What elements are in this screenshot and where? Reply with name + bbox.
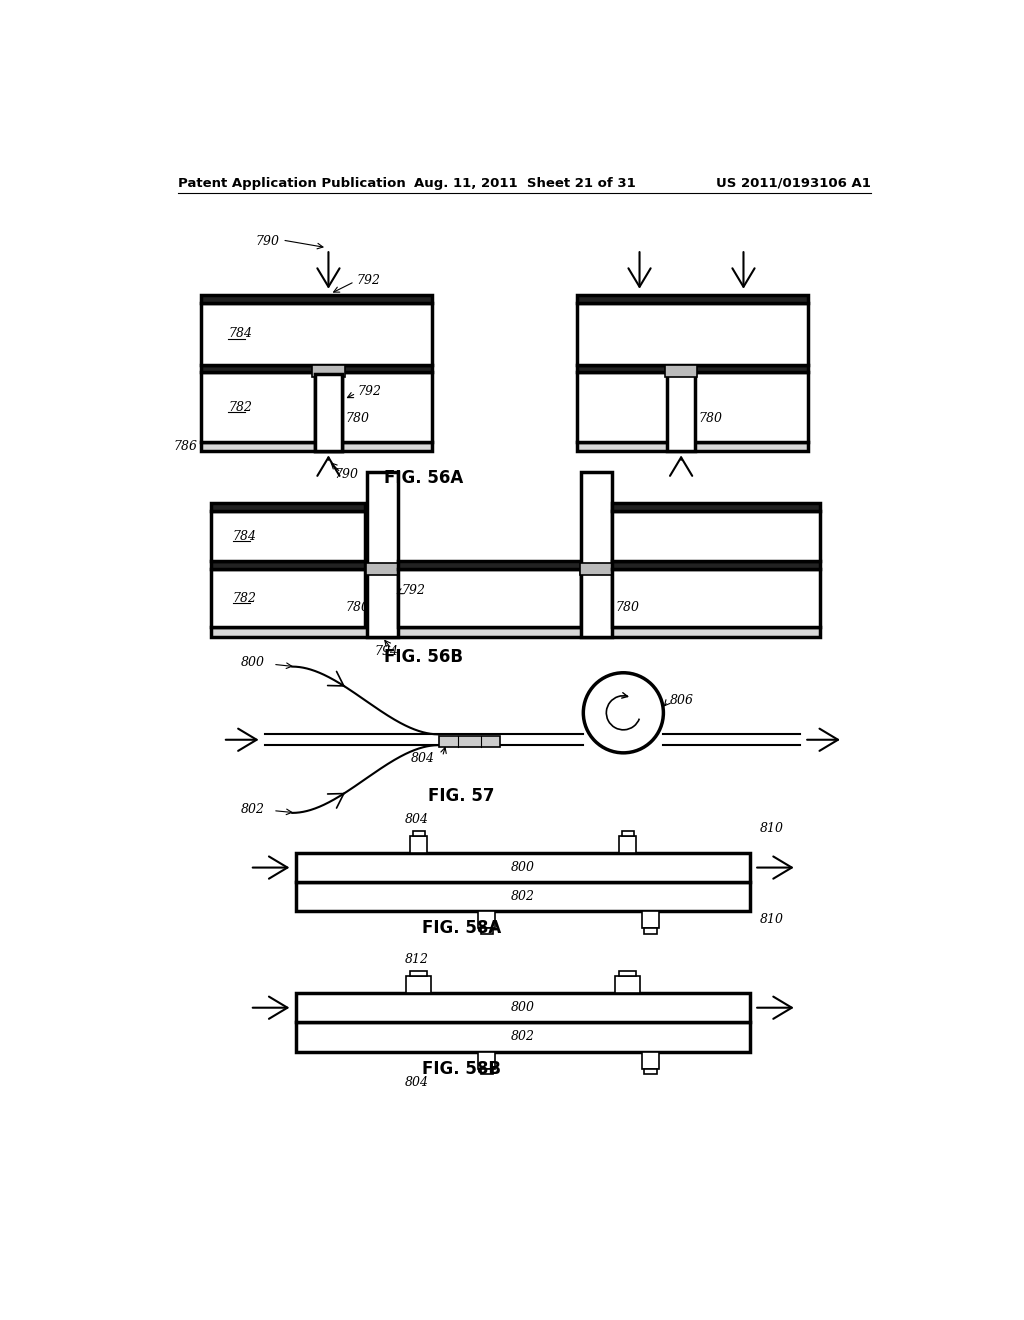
Bar: [202, 442, 432, 451]
Bar: [620, 970, 636, 977]
Text: FIG. 56A: FIG. 56A: [384, 469, 463, 487]
Bar: [211, 561, 366, 569]
Text: 780: 780: [615, 601, 640, 614]
Text: FIG. 57: FIG. 57: [428, 787, 495, 805]
Bar: [296, 993, 751, 1022]
Text: 810: 810: [760, 822, 783, 834]
Bar: [642, 1052, 658, 1069]
Text: Aug. 11, 2011  Sheet 21 of 31: Aug. 11, 2011 Sheet 21 of 31: [414, 177, 636, 190]
Bar: [611, 511, 819, 561]
Bar: [478, 1052, 496, 1069]
Bar: [620, 836, 636, 853]
Bar: [367, 471, 397, 638]
Text: 804: 804: [411, 752, 435, 766]
Bar: [622, 830, 634, 836]
Text: 780: 780: [345, 601, 370, 614]
Text: 792: 792: [357, 385, 382, 399]
Text: 800: 800: [242, 656, 265, 669]
Bar: [314, 366, 342, 451]
Bar: [668, 374, 695, 451]
Bar: [611, 569, 819, 627]
Bar: [642, 911, 658, 928]
Bar: [211, 627, 819, 638]
Bar: [581, 562, 614, 576]
Bar: [644, 1069, 656, 1074]
Bar: [367, 562, 400, 576]
Text: 784: 784: [228, 327, 252, 341]
Text: 780: 780: [345, 412, 370, 425]
Text: FIG. 58B: FIG. 58B: [422, 1060, 501, 1077]
Bar: [202, 372, 432, 442]
Bar: [615, 977, 640, 993]
Text: 790: 790: [335, 467, 358, 480]
Bar: [581, 471, 611, 638]
Bar: [296, 1022, 751, 1052]
Bar: [413, 830, 425, 836]
Bar: [211, 503, 366, 511]
Text: 790: 790: [255, 235, 280, 248]
Bar: [211, 511, 366, 561]
Text: 800: 800: [511, 861, 536, 874]
Text: 804: 804: [406, 813, 429, 825]
Text: 794: 794: [375, 644, 398, 657]
Text: Patent Application Publication: Patent Application Publication: [178, 177, 407, 190]
Bar: [578, 372, 808, 442]
Text: FIG. 58A: FIG. 58A: [422, 920, 502, 937]
Bar: [578, 296, 808, 304]
Bar: [578, 304, 808, 364]
Text: 792: 792: [401, 583, 426, 597]
Bar: [578, 364, 808, 372]
Bar: [644, 928, 656, 933]
Bar: [578, 442, 808, 451]
Bar: [411, 836, 427, 853]
Bar: [411, 970, 427, 977]
Bar: [397, 569, 581, 627]
Bar: [611, 561, 819, 569]
Text: 802: 802: [511, 1031, 536, 1044]
Bar: [202, 364, 432, 372]
Bar: [296, 853, 751, 882]
Bar: [478, 911, 496, 928]
Bar: [438, 737, 500, 747]
Bar: [202, 296, 432, 304]
Text: 786: 786: [173, 440, 198, 453]
Bar: [665, 364, 697, 378]
Text: 792: 792: [356, 273, 380, 286]
Bar: [480, 1069, 494, 1074]
Text: 780: 780: [698, 412, 723, 425]
Bar: [202, 304, 432, 364]
Text: 782: 782: [233, 591, 257, 605]
Text: FIG. 56B: FIG. 56B: [384, 648, 463, 667]
Bar: [314, 374, 342, 451]
Text: 802: 802: [511, 890, 536, 903]
Text: 800: 800: [511, 1001, 536, 1014]
Bar: [611, 503, 819, 511]
Text: 802: 802: [242, 803, 265, 816]
Bar: [211, 569, 366, 627]
Text: 782: 782: [228, 400, 252, 413]
Text: 804: 804: [406, 1076, 429, 1089]
Bar: [480, 928, 494, 933]
Bar: [312, 364, 345, 378]
Text: 812: 812: [406, 953, 429, 966]
Text: 806: 806: [670, 694, 693, 708]
Bar: [296, 882, 751, 911]
Bar: [397, 561, 581, 569]
Text: US 2011/0193106 A1: US 2011/0193106 A1: [717, 177, 871, 190]
Bar: [407, 977, 431, 993]
Text: 784: 784: [233, 529, 257, 543]
Text: 810: 810: [760, 913, 783, 927]
